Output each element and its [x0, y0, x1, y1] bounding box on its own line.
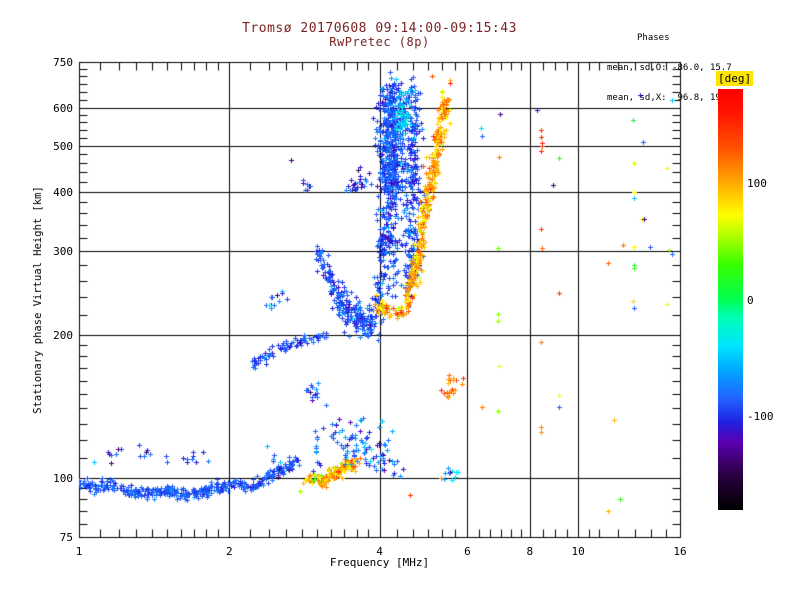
phase-stats-x-mode: mean, sd,X: 96.8, 19.3: [607, 93, 732, 103]
y-axis-label: Stationary phase Virtual Height [km]: [32, 186, 44, 414]
colorbar-tick-label: -100: [747, 410, 774, 424]
phase-stats-o-mode: mean, sd,O: -86.0, 15.7: [607, 63, 732, 73]
y-tick-label: 200: [53, 328, 73, 342]
x-axis-label: Frequency [MHz]: [329, 556, 430, 569]
y-tick-label: 500: [53, 139, 73, 153]
phase-stats-block: Phases mean, sd,O: -86.0, 15.7 mean, sd,…: [607, 13, 777, 123]
colorbar-unit-label: [deg]: [716, 71, 754, 86]
colorbar-gradient: [718, 89, 743, 510]
y-tick-label: 300: [53, 245, 73, 259]
chart-subtitle: RwPretec (8p): [329, 35, 430, 49]
x-tick-label: 1: [75, 545, 83, 558]
x-tick-label: 4: [376, 545, 383, 558]
y-tick-label: 400: [53, 185, 73, 199]
x-tick-label: 6: [464, 545, 471, 558]
x-tick-label: 16: [673, 545, 687, 558]
colorbar-tick-label: 100: [747, 176, 767, 190]
x-tick-label: 2: [225, 545, 233, 558]
phase-stats-title: Phases: [637, 33, 670, 43]
colorbar-tick-label: 0: [747, 293, 754, 307]
y-tick-label: 600: [53, 102, 73, 116]
y-tick-label: 75: [59, 531, 73, 544]
y-tick-label: 750: [53, 56, 73, 69]
x-tick-label: 8: [526, 545, 534, 558]
y-tick-label: 100: [53, 471, 73, 485]
chart-title: Tromsø 20170608 09:14:00-09:15:43: [242, 21, 517, 36]
x-tick-label: 10: [571, 545, 585, 558]
